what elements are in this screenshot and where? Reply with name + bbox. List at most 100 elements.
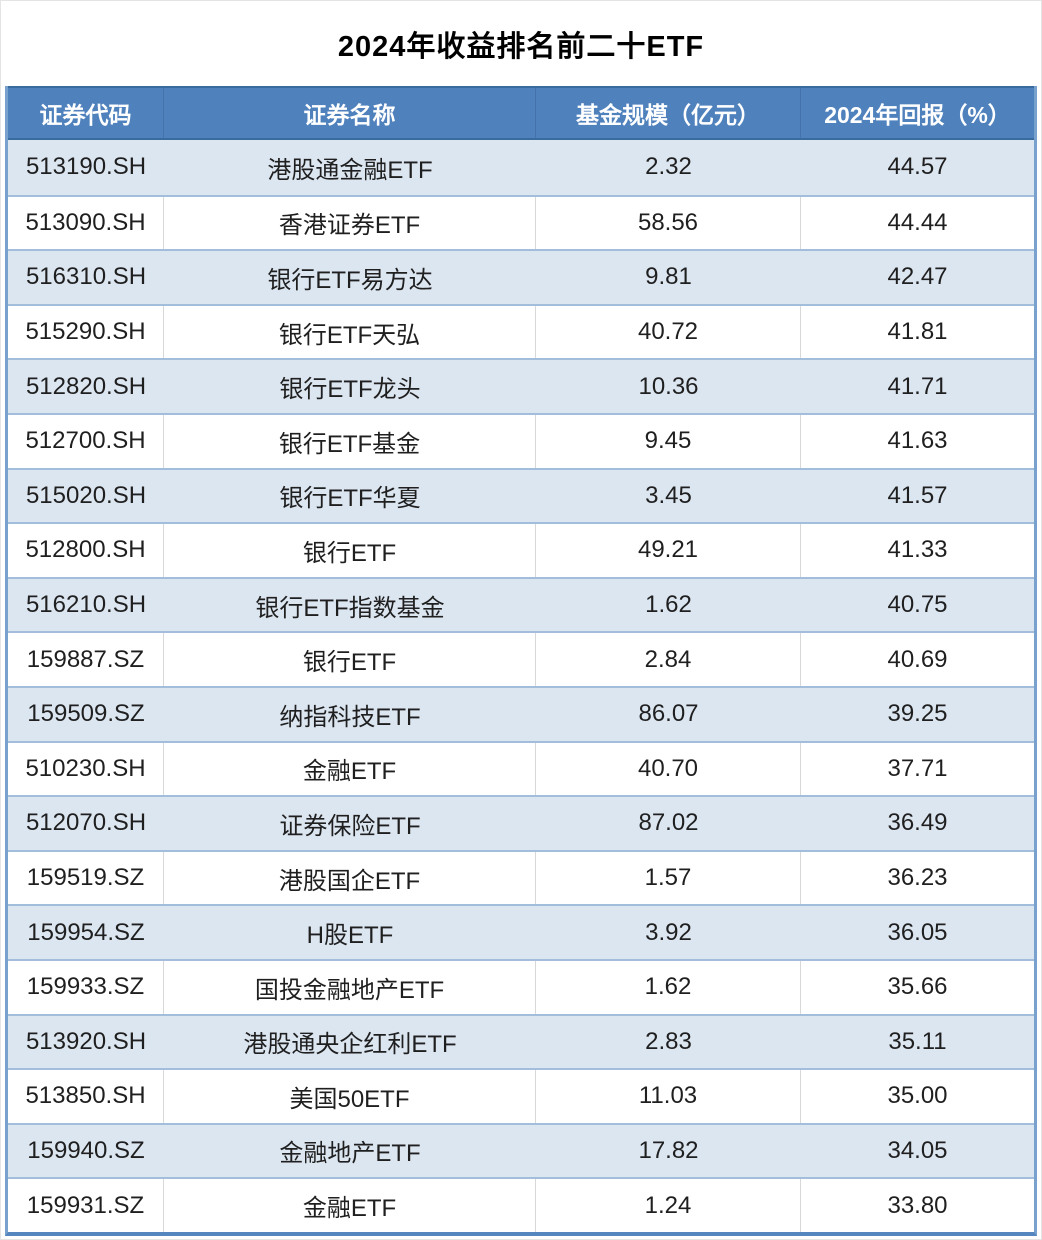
table-row: 513850.SH 美国50ETF 11.03 35.00 bbox=[8, 1068, 1034, 1123]
cell-security-code: 512800.SH bbox=[8, 524, 164, 577]
cell-fund-scale: 1.24 bbox=[536, 1179, 801, 1232]
cell-fund-scale: 9.81 bbox=[645, 263, 692, 291]
cell-security-name: 银行ETF天弘 bbox=[164, 305, 536, 359]
cell-security-code: 516310.SH bbox=[25, 263, 147, 291]
table-row: 159887.SZ 银行ETF 2.84 40.69 bbox=[8, 631, 1034, 686]
cell-fund-scale: 3.45 bbox=[645, 481, 692, 509]
cell-return-2024: 33.80 bbox=[887, 1191, 948, 1219]
etf-ranking-table: 证券代码 证券名称 基金规模（亿元） 2024年回报（%） 513190.SH 港… bbox=[5, 86, 1037, 1236]
column-header-scale: 基金规模（亿元） bbox=[536, 88, 801, 138]
table-row: 516310.SH 银行ETF易方达 9.81 42.47 bbox=[8, 249, 1034, 304]
table-row: 512700.SH 银行ETF基金 9.45 41.63 bbox=[8, 412, 1034, 468]
cell-fund-scale: 10.36 bbox=[638, 372, 699, 400]
cell-security-code: 159931.SZ bbox=[8, 1179, 164, 1232]
cell-security-code: 515290.SH bbox=[8, 305, 164, 359]
cell-return-2024: 41.63 bbox=[887, 427, 948, 455]
cell-fund-scale: 1.62 bbox=[536, 960, 801, 1014]
cell-return-2024: 35.11 bbox=[888, 1027, 947, 1055]
page-title: 2024年收益排名前二十ETF bbox=[337, 30, 705, 63]
cell-security-name: 银行ETF bbox=[164, 633, 536, 686]
table-row: 159519.SZ 港股国企ETF 1.57 36.23 bbox=[8, 849, 1034, 905]
cell-return-2024: 35.66 bbox=[887, 973, 948, 1001]
cell-security-name: 证券保险ETF bbox=[279, 812, 421, 840]
cell-fund-scale: 11.03 bbox=[536, 1070, 801, 1123]
cell-security-name: 纳指科技ETF bbox=[279, 703, 421, 731]
cell-security-name: 银行ETF华夏 bbox=[279, 485, 421, 513]
cell-security-code: 510230.SH bbox=[8, 742, 164, 796]
table-row: 159509.SZ 纳指科技ETF 86.07 39.25 bbox=[8, 685, 1034, 741]
cell-return-2024: 42.47 bbox=[887, 263, 948, 291]
cell-security-code: 159887.SZ bbox=[8, 633, 164, 686]
table-row: 512800.SH 银行ETF 49.21 41.33 bbox=[8, 522, 1034, 577]
cell-fund-scale: 17.82 bbox=[638, 1136, 699, 1164]
cell-fund-scale: 86.07 bbox=[638, 700, 699, 728]
cell-security-name: 港股国企ETF bbox=[164, 851, 536, 905]
cell-security-name: 银行ETF bbox=[164, 524, 536, 577]
cell-fund-scale: 9.45 bbox=[536, 414, 801, 468]
cell-security-code: 159519.SZ bbox=[8, 851, 164, 905]
cell-security-code: 159940.SZ bbox=[27, 1136, 145, 1164]
cell-security-name: 港股通金融ETF bbox=[267, 156, 433, 184]
table-row: 513920.SH 港股通央企红利ETF 2.83 35.11 bbox=[8, 1013, 1034, 1069]
cell-security-name: 香港证券ETF bbox=[164, 196, 536, 250]
cell-fund-scale: 2.83 bbox=[645, 1027, 692, 1055]
cell-security-name: H股ETF bbox=[306, 922, 394, 950]
cell-return-2024: 35.00 bbox=[887, 1082, 948, 1110]
cell-return-2024: 40.75 bbox=[887, 591, 948, 619]
table-row: 516210.SH 银行ETF指数基金 1.62 40.75 bbox=[8, 576, 1034, 632]
cell-security-name: 港股通央企红利ETF bbox=[243, 1031, 457, 1059]
cell-security-name: 银行ETF基金 bbox=[164, 414, 536, 468]
cell-return-2024: 44.44 bbox=[887, 208, 948, 236]
cell-security-code: 512700.SH bbox=[8, 414, 164, 468]
cell-fund-scale: 49.21 bbox=[536, 524, 801, 577]
table-row: 159931.SZ 金融ETF 1.24 33.80 bbox=[8, 1177, 1034, 1232]
cell-return-2024: 36.05 bbox=[887, 918, 948, 946]
cell-fund-scale: 3.92 bbox=[645, 918, 692, 946]
column-header-return: 2024年回报（%） bbox=[824, 102, 1011, 128]
cell-return-2024: 40.69 bbox=[887, 645, 948, 673]
table-row: 159954.SZ H股ETF 3.92 36.05 bbox=[8, 904, 1034, 959]
cell-return-2024: 41.33 bbox=[887, 536, 948, 564]
cell-fund-scale: 2.32 bbox=[645, 153, 692, 181]
cell-return-2024: 36.23 bbox=[887, 864, 948, 892]
cell-security-name: 国投金融地产ETF bbox=[164, 960, 536, 1014]
table-row: 513090.SH 香港证券ETF 58.56 44.44 bbox=[8, 194, 1034, 250]
cell-security-name: 银行ETF指数基金 bbox=[255, 594, 445, 622]
table-row: 510230.SH 金融ETF 40.70 37.71 bbox=[8, 740, 1034, 796]
cell-security-code: 512820.SH bbox=[25, 372, 147, 400]
table-row: 159940.SZ 金融地产ETF 17.82 34.05 bbox=[8, 1122, 1034, 1178]
cell-security-name: 银行ETF易方达 bbox=[267, 266, 433, 294]
cell-security-name: 美国50ETF bbox=[164, 1070, 536, 1123]
cell-fund-scale: 1.62 bbox=[645, 591, 692, 619]
cell-security-name: 金融ETF bbox=[164, 742, 536, 796]
cell-security-code: 159509.SZ bbox=[27, 700, 145, 728]
cell-security-name: 银行ETF龙头 bbox=[279, 376, 421, 404]
cell-security-code: 159954.SZ bbox=[27, 918, 145, 946]
cell-return-2024: 44.57 bbox=[887, 153, 948, 181]
table-row: 159933.SZ 国投金融地产ETF 1.62 35.66 bbox=[8, 958, 1034, 1014]
cell-fund-scale: 40.70 bbox=[536, 742, 801, 796]
table-header-row: 证券代码 证券名称 基金规模（亿元） 2024年回报（%） bbox=[8, 86, 1034, 140]
cell-security-code: 513190.SH bbox=[25, 153, 147, 181]
cell-security-name: 金融ETF bbox=[164, 1179, 536, 1232]
cell-return-2024: 41.81 bbox=[887, 318, 948, 346]
cell-security-code: 159933.SZ bbox=[8, 960, 164, 1014]
cell-security-code: 513090.SH bbox=[8, 196, 164, 250]
cell-security-code: 512070.SH bbox=[25, 809, 147, 837]
cell-return-2024: 34.05 bbox=[887, 1136, 948, 1164]
cell-return-2024: 36.49 bbox=[887, 809, 948, 837]
column-header-name: 证券名称 bbox=[164, 88, 536, 138]
cell-security-code: 516210.SH bbox=[25, 591, 147, 619]
cell-security-code: 513850.SH bbox=[8, 1070, 164, 1123]
column-header-code: 证券代码 bbox=[8, 88, 164, 138]
cell-return-2024: 41.57 bbox=[887, 481, 948, 509]
table-row: 513190.SH 港股通金融ETF 2.32 44.57 bbox=[8, 140, 1034, 195]
cell-security-name: 金融地产ETF bbox=[279, 1140, 421, 1168]
cell-fund-scale: 58.56 bbox=[536, 196, 801, 250]
cell-return-2024: 37.71 bbox=[887, 754, 948, 782]
cell-fund-scale: 2.84 bbox=[536, 633, 801, 686]
cell-fund-scale: 1.57 bbox=[536, 851, 801, 905]
cell-security-code: 513920.SH bbox=[25, 1027, 147, 1055]
cell-return-2024: 39.25 bbox=[887, 700, 948, 728]
